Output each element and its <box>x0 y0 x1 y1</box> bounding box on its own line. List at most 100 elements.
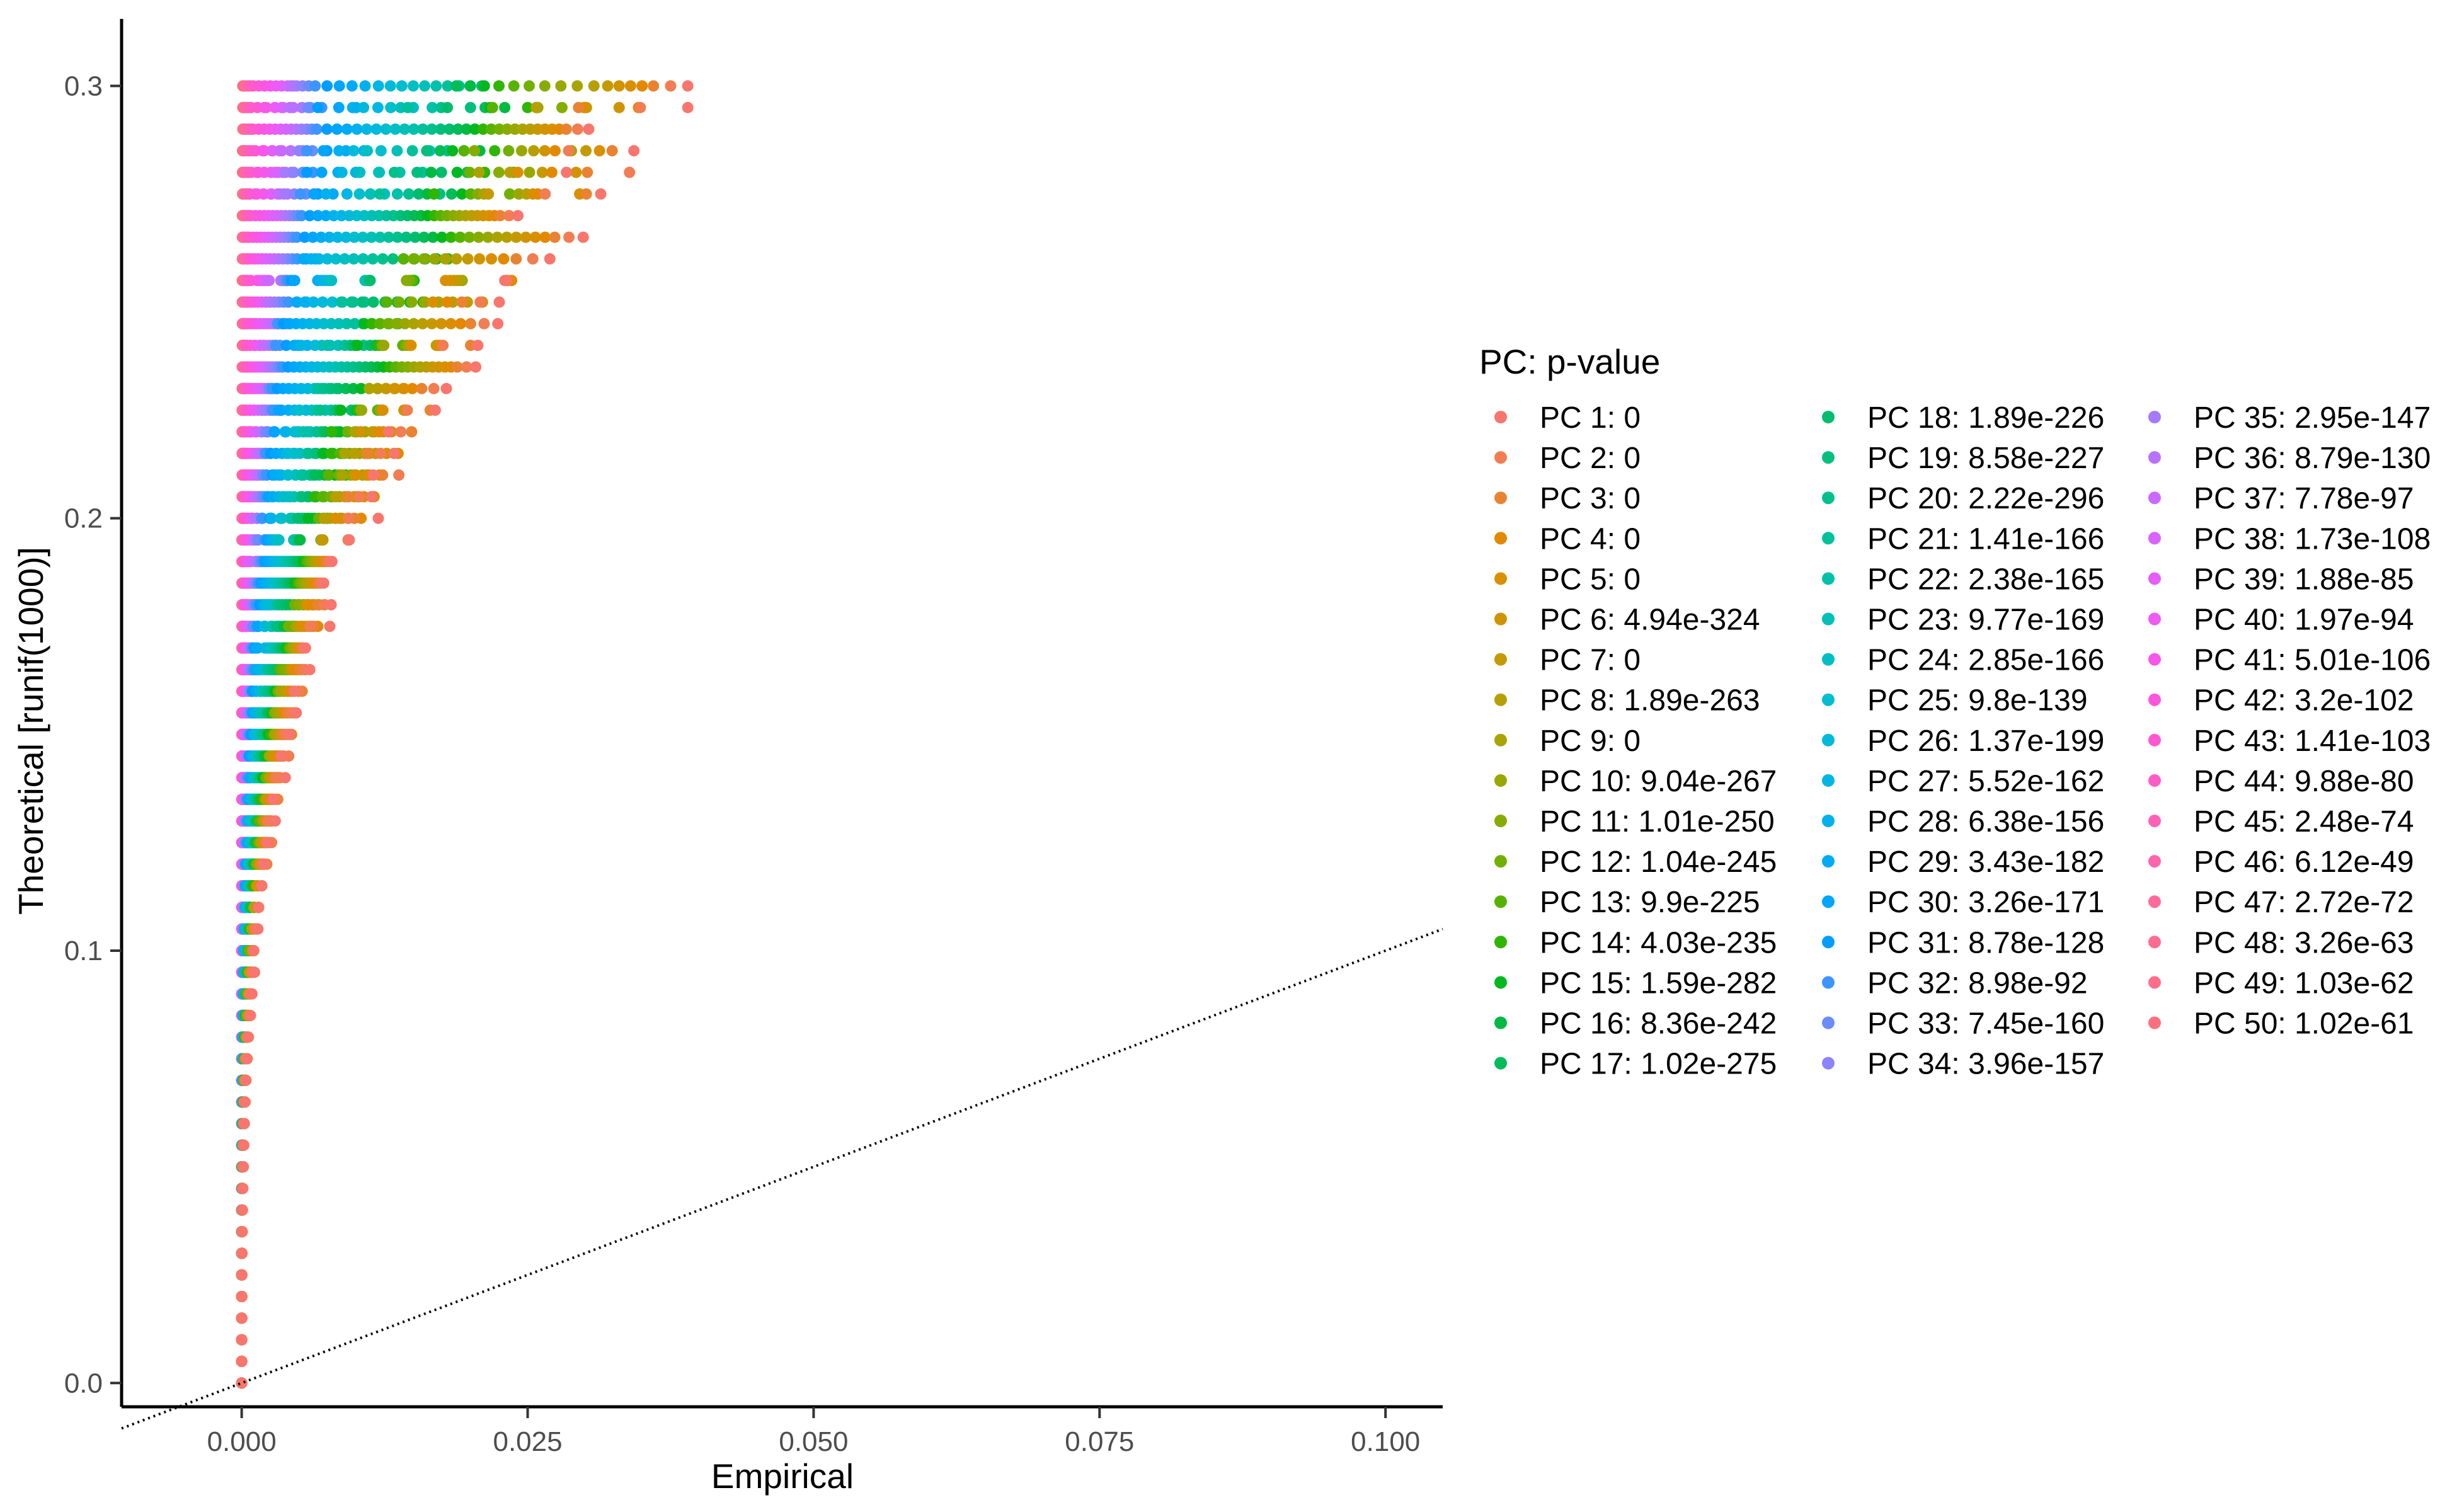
data-point <box>237 1183 249 1194</box>
data-point <box>259 858 271 870</box>
data-point <box>573 101 585 113</box>
data-point <box>238 1161 249 1173</box>
data-point <box>318 512 330 524</box>
data-point <box>329 512 341 524</box>
legend-label: PC 19: 8.58e-227 <box>1867 442 2104 475</box>
data-point <box>299 642 311 654</box>
data-point <box>326 556 338 568</box>
data-point <box>315 231 327 243</box>
data-point <box>408 253 420 265</box>
data-point <box>320 210 332 222</box>
data-point <box>513 188 525 200</box>
data-point <box>304 210 316 222</box>
legend-label: PC 1: 0 <box>1540 401 1641 435</box>
data-point <box>408 123 420 135</box>
data-point <box>583 123 595 135</box>
data-point <box>357 296 368 308</box>
data-point <box>682 101 694 113</box>
data-point <box>293 145 305 157</box>
data-point <box>270 772 282 784</box>
legend-label: PC 25: 9.8e-139 <box>1867 684 2088 718</box>
legend-item: PC 17: 1.02e-275 <box>1494 1048 1777 1081</box>
data-point <box>445 231 457 243</box>
legend-key <box>1822 1016 1835 1029</box>
data-point <box>391 231 403 243</box>
data-point <box>624 166 636 178</box>
legend-label: PC 3: 0 <box>1540 482 1641 515</box>
data-point <box>546 166 558 178</box>
data-point <box>391 145 403 157</box>
legend-label: PC 30: 3.26e-171 <box>1867 886 2104 919</box>
data-point <box>329 491 341 503</box>
legend-key <box>2148 815 2161 827</box>
data-point <box>504 188 515 200</box>
data-point <box>305 253 317 265</box>
data-point <box>536 166 548 178</box>
x-tick-label: 0.000 <box>207 1426 277 1457</box>
data-point <box>246 988 258 1000</box>
data-point <box>374 188 386 200</box>
data-point <box>451 166 463 178</box>
data-point <box>383 231 394 243</box>
data-point <box>501 123 513 135</box>
legend-key <box>1822 1057 1835 1070</box>
legend-item: PC 8: 1.89e-263 <box>1494 684 1760 718</box>
data-point <box>333 318 345 329</box>
data-point <box>501 231 513 243</box>
legend-item: PC 45: 2.48e-74 <box>2148 805 2414 839</box>
x-axis-ticks: 0.000 0.025 0.050 0.075 0.100 <box>207 1407 1420 1457</box>
data-point <box>341 318 353 329</box>
data-point <box>389 123 401 135</box>
data-point <box>539 231 551 243</box>
legend-key <box>1494 612 1507 626</box>
legend-label: PC 27: 5.52e-162 <box>1867 765 2104 798</box>
data-point <box>380 123 392 135</box>
data-point <box>289 426 301 438</box>
data-point <box>385 101 397 113</box>
data-point <box>442 80 454 92</box>
legend-item: PC 16: 8.36e-242 <box>1494 1007 1777 1041</box>
data-point <box>416 318 428 329</box>
data-point <box>333 145 345 157</box>
legend-label: PC 34: 3.96e-157 <box>1867 1048 2104 1081</box>
data-point <box>340 231 352 243</box>
data-point <box>384 80 396 92</box>
data-point <box>294 188 306 200</box>
legend-item: PC 49: 1.03e-62 <box>2148 966 2414 1000</box>
legend-label: PC 32: 8.98e-92 <box>1867 966 2088 1000</box>
data-point <box>524 166 536 178</box>
data-point <box>563 145 575 157</box>
data-point <box>351 123 363 135</box>
legend-label: PC 21: 1.41e-166 <box>1867 522 2104 556</box>
data-point <box>377 404 389 416</box>
data-point <box>406 426 418 438</box>
y-tick-label: 0.2 <box>64 503 103 534</box>
data-point <box>613 101 625 113</box>
data-point <box>367 469 379 481</box>
data-point <box>529 231 541 243</box>
legend-label: PC 45: 2.48e-74 <box>2194 805 2414 839</box>
data-point <box>321 123 333 135</box>
legend-key <box>1822 491 1835 505</box>
data-point <box>486 253 497 265</box>
data-point <box>419 296 431 308</box>
data-point <box>364 275 375 287</box>
data-point <box>549 145 561 157</box>
legend-item: PC 42: 3.2e-102 <box>2148 684 2414 718</box>
data-point <box>408 318 420 329</box>
data-point <box>375 447 386 459</box>
data-point <box>393 296 405 308</box>
legend-label: PC 13: 9.9e-225 <box>1540 886 1760 919</box>
data-point <box>331 123 343 135</box>
data-point <box>295 340 307 352</box>
legend-label: PC 28: 6.38e-156 <box>1867 805 2104 839</box>
data-point <box>307 231 319 243</box>
data-point <box>346 101 358 113</box>
data-point <box>613 80 625 92</box>
legend-label: PC 36: 8.79e-130 <box>2194 442 2431 475</box>
legend-item: PC 48: 3.26e-63 <box>2148 926 2414 959</box>
data-point <box>464 231 475 243</box>
legend-key <box>2148 411 2161 423</box>
data-point <box>356 404 368 416</box>
